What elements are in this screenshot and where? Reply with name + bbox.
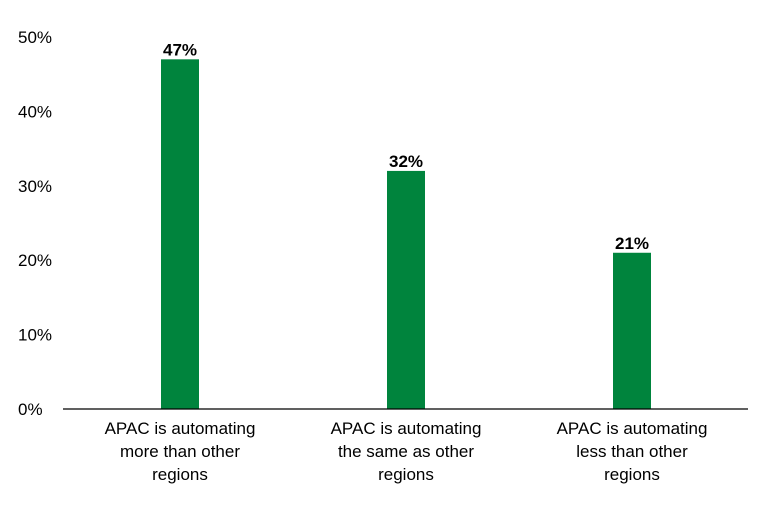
y-axis: 0% 10% 20% 30% 40% 50% <box>18 28 52 419</box>
bar <box>613 252 651 409</box>
bar <box>161 59 199 409</box>
data-label: 47% <box>163 40 197 59</box>
category-label: less than other <box>576 442 688 461</box>
category-label: APAC is automating <box>331 419 482 438</box>
y-tick-label: 0% <box>18 400 43 419</box>
data-label: 32% <box>389 152 423 171</box>
y-tick-label: 50% <box>18 28 52 47</box>
category-label: regions <box>378 465 434 484</box>
bar <box>387 170 425 409</box>
y-tick-label: 20% <box>18 251 52 270</box>
y-tick-label: 40% <box>18 102 52 121</box>
category-label: APAC is automating <box>105 419 256 438</box>
data-labels-group: 47% 32% 21% <box>163 40 649 252</box>
bars-group <box>161 59 651 409</box>
category-label: more than other <box>120 442 240 461</box>
category-labels-group: APAC is automating more than other regions… <box>105 419 708 484</box>
category-label: APAC is automating <box>557 419 708 438</box>
category-label: regions <box>152 465 208 484</box>
y-tick-label: 10% <box>18 326 52 345</box>
y-tick-label: 30% <box>18 177 52 196</box>
data-label: 21% <box>615 234 649 253</box>
category-label: regions <box>604 465 660 484</box>
category-label: the same as other <box>338 442 474 461</box>
